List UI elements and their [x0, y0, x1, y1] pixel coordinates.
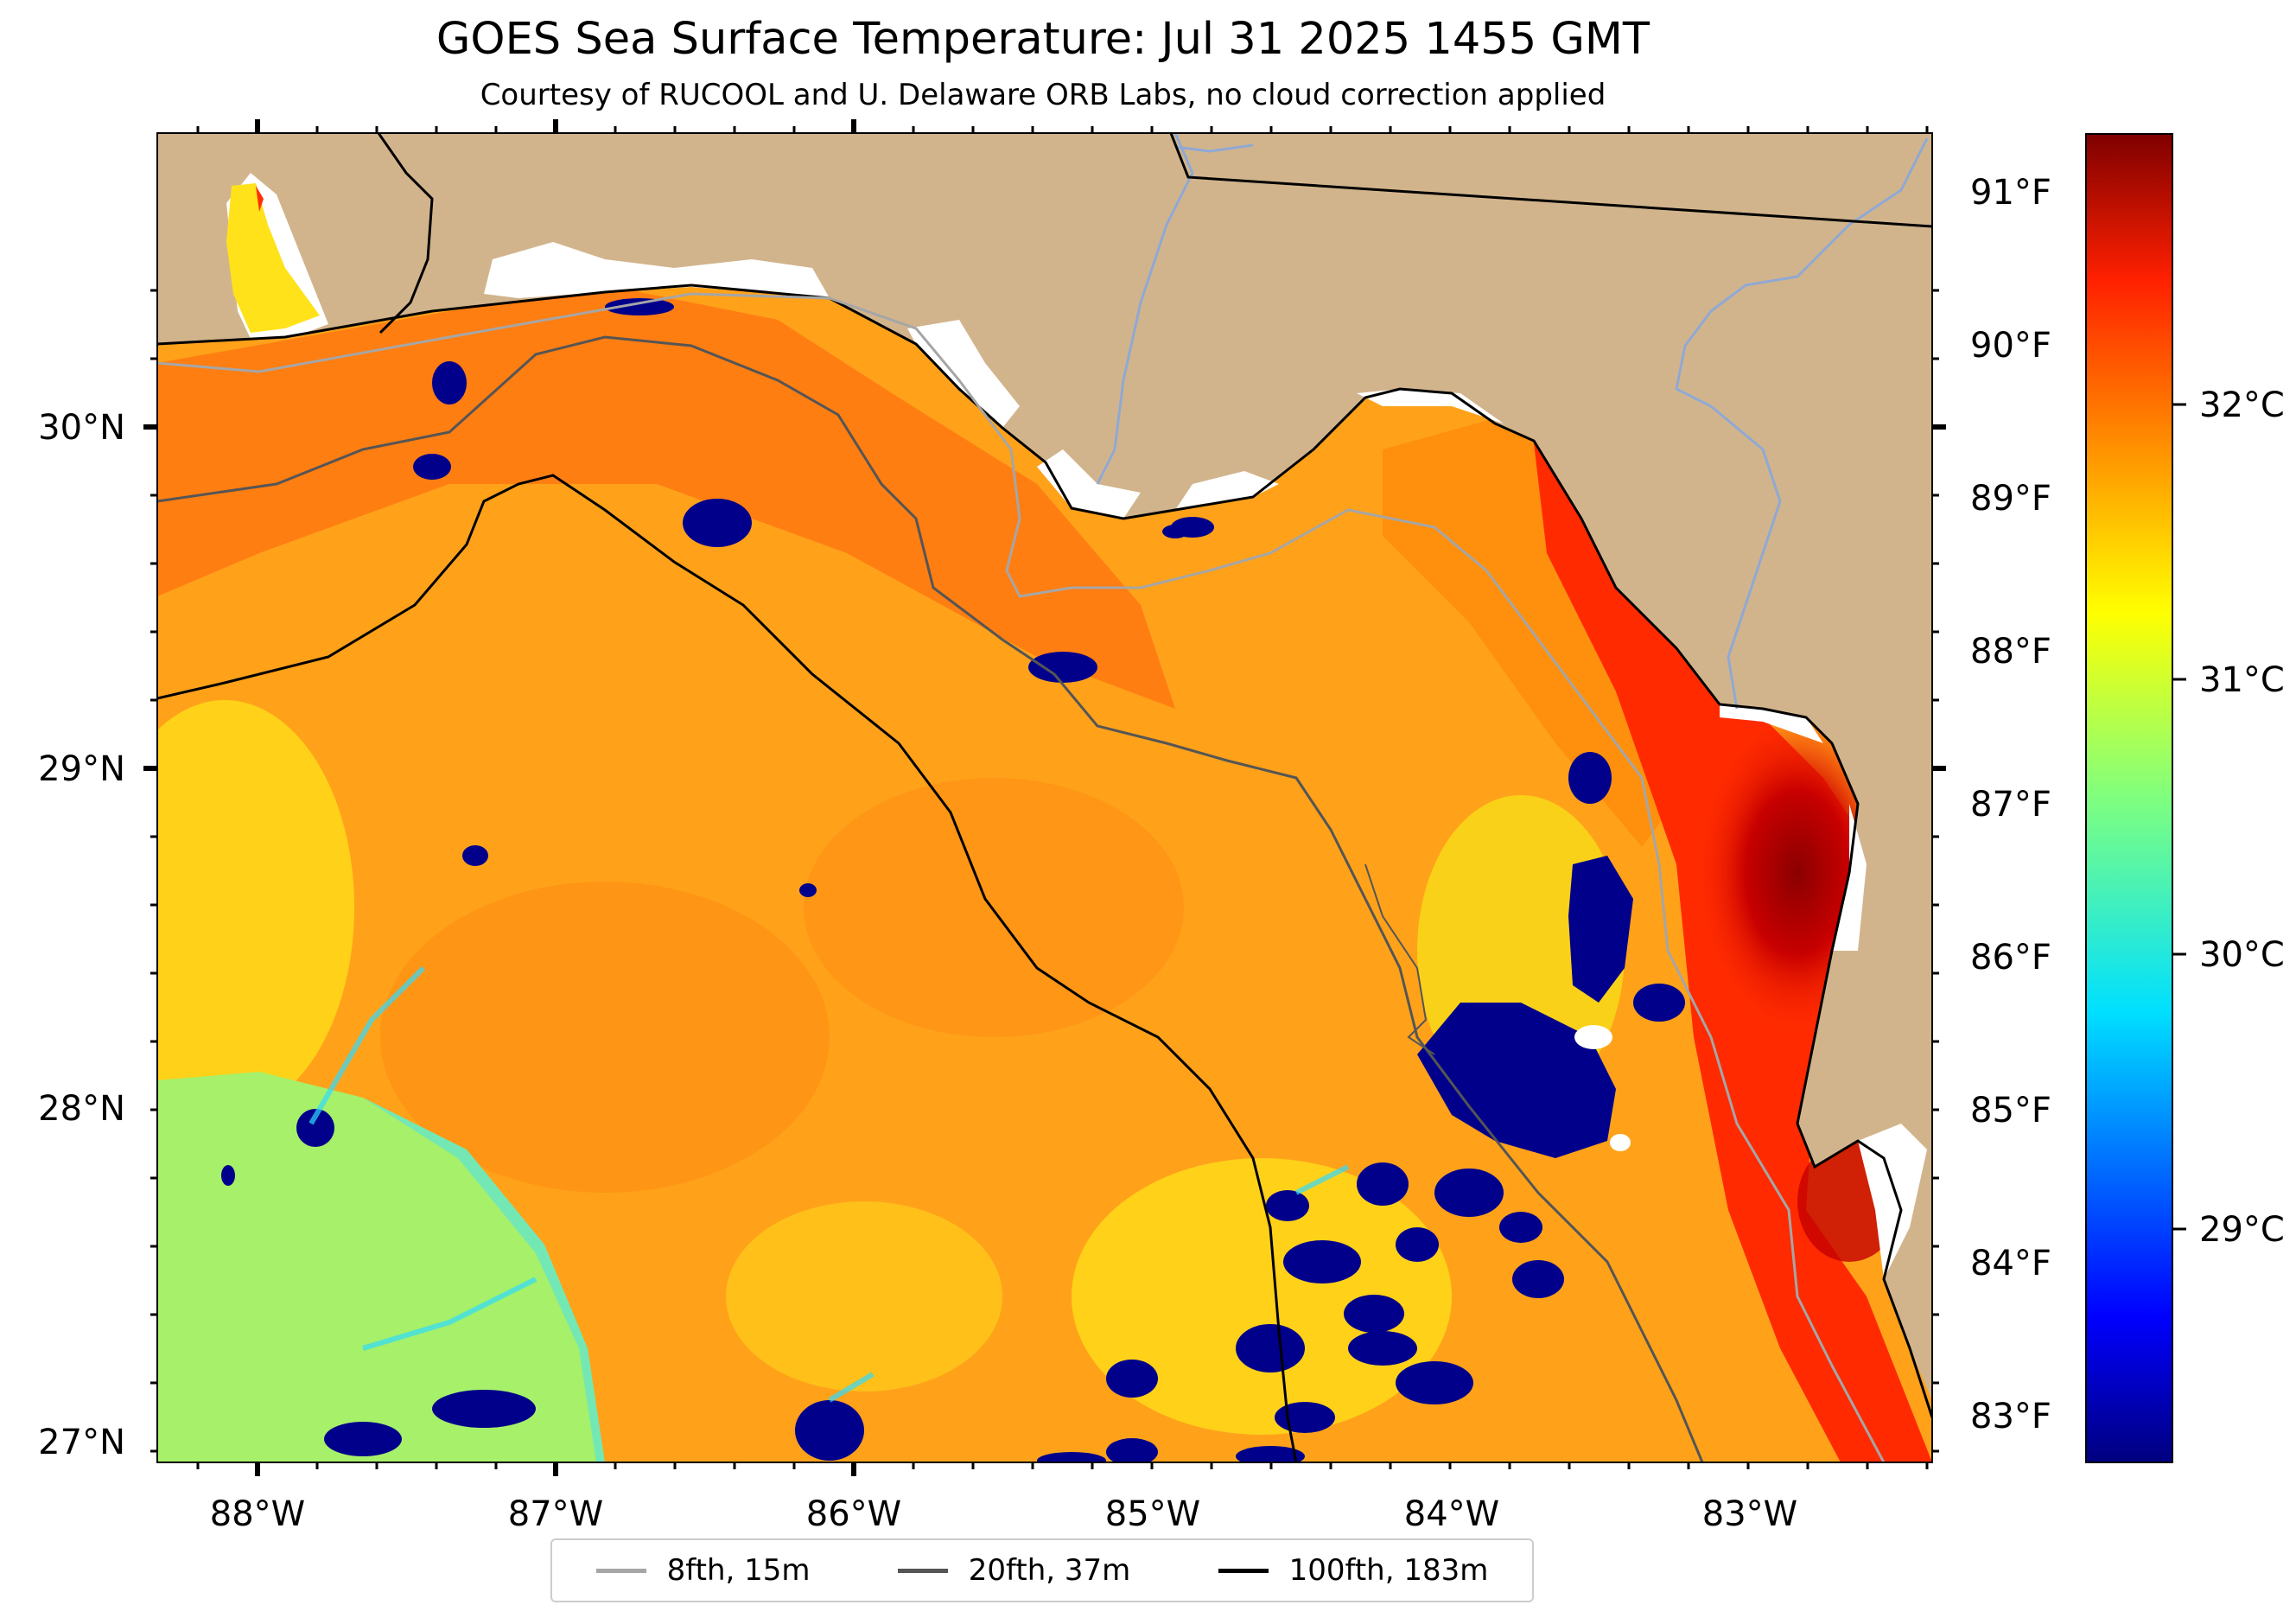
- fahrenheit-label: 87°F: [1970, 785, 2051, 825]
- fahrenheit-label: 83°F: [1970, 1397, 2051, 1436]
- legend-line-dark-gray: [897, 1568, 948, 1573]
- fahrenheit-label: 84°F: [1970, 1244, 2051, 1283]
- lat-label: 30°N: [38, 408, 125, 448]
- cyan-halos: [308, 965, 1350, 1403]
- colorbar-label: 31°C: [2199, 660, 2285, 700]
- contour-100fth: [157, 474, 1298, 1462]
- no-data-spots: [1574, 1025, 1631, 1151]
- legend-label: 8fth, 15m: [666, 1553, 811, 1588]
- legend-line-black: [1218, 1568, 1269, 1573]
- colorbar-label: 29°C: [2199, 1210, 2285, 1250]
- colorbar: [2085, 133, 2173, 1463]
- sst-warm-patch: [380, 882, 830, 1193]
- lat-label: 29°N: [38, 749, 125, 789]
- lon-label: 85°W: [1105, 1494, 1200, 1534]
- colorbar-label: 30°C: [2199, 935, 2285, 975]
- rivers: [1096, 133, 1929, 710]
- cloud-contaminated-patches: [221, 298, 1685, 1462]
- mobile-bay: [226, 183, 320, 333]
- contour-legend: 8fth, 15m 20fth, 37m 100fth, 183m: [550, 1538, 1534, 1602]
- mobile-bay-red: [256, 186, 264, 212]
- lon-label: 88°W: [210, 1494, 305, 1534]
- sst-yellow-patch: [1072, 1158, 1452, 1435]
- page-title: GOES Sea Surface Temperature: Jul 31 202…: [436, 14, 1650, 65]
- lon-label: 84°W: [1404, 1494, 1499, 1534]
- map-frame: [156, 132, 1933, 1463]
- fahrenheit-label: 86°F: [1970, 938, 2051, 978]
- lon-label: 86°W: [806, 1494, 901, 1534]
- fahrenheit-label: 88°F: [1970, 632, 2051, 672]
- legend-label: 20fth, 37m: [968, 1553, 1131, 1588]
- fahrenheit-label: 90°F: [1970, 326, 2051, 366]
- colorbar-label: 32°C: [2199, 385, 2285, 425]
- lat-label: 28°N: [38, 1089, 125, 1129]
- contour-8fth: [157, 292, 1886, 1462]
- contour-20fth: [157, 335, 1704, 1462]
- lon-label: 87°W: [508, 1494, 603, 1534]
- sst-cool-green-area: [157, 1072, 605, 1462]
- land-panhandle-alabama: [157, 133, 1932, 1400]
- sst-cyan-edge: [363, 1098, 605, 1462]
- state-border: [1169, 133, 1932, 228]
- coastline: [157, 283, 1932, 1418]
- fahrenheit-label: 91°F: [1970, 173, 2051, 213]
- state-border-west: [377, 133, 434, 334]
- sst-yellow-patch: [157, 700, 354, 1115]
- lat-label: 27°N: [38, 1423, 125, 1462]
- fahrenheit-label: 85°F: [1970, 1091, 2051, 1130]
- contour-20fth-cedar-key: [1364, 863, 1435, 1055]
- colorbar-ticks: [2172, 403, 2186, 1231]
- axis-ticks: [143, 119, 1946, 1476]
- legend-item-8fth: 8fth, 15m: [595, 1553, 811, 1588]
- legend-item-100fth: 100fth, 183m: [1218, 1553, 1489, 1588]
- fahrenheit-label: 89°F: [1970, 479, 2051, 519]
- sst-warm-band: [157, 285, 1175, 709]
- map-panel: [157, 133, 1932, 1462]
- legend-label: 100fth, 183m: [1288, 1553, 1489, 1588]
- legend-item-20fth: 20fth, 37m: [897, 1553, 1131, 1588]
- page-subtitle: Courtesy of RUCOOL and U. Delaware ORB L…: [480, 78, 1606, 112]
- legend-line-light-gray: [595, 1568, 646, 1573]
- sst-warm-patch: [804, 778, 1184, 1037]
- lon-label: 83°W: [1702, 1494, 1797, 1534]
- sst-yellow-patch: [726, 1201, 1002, 1392]
